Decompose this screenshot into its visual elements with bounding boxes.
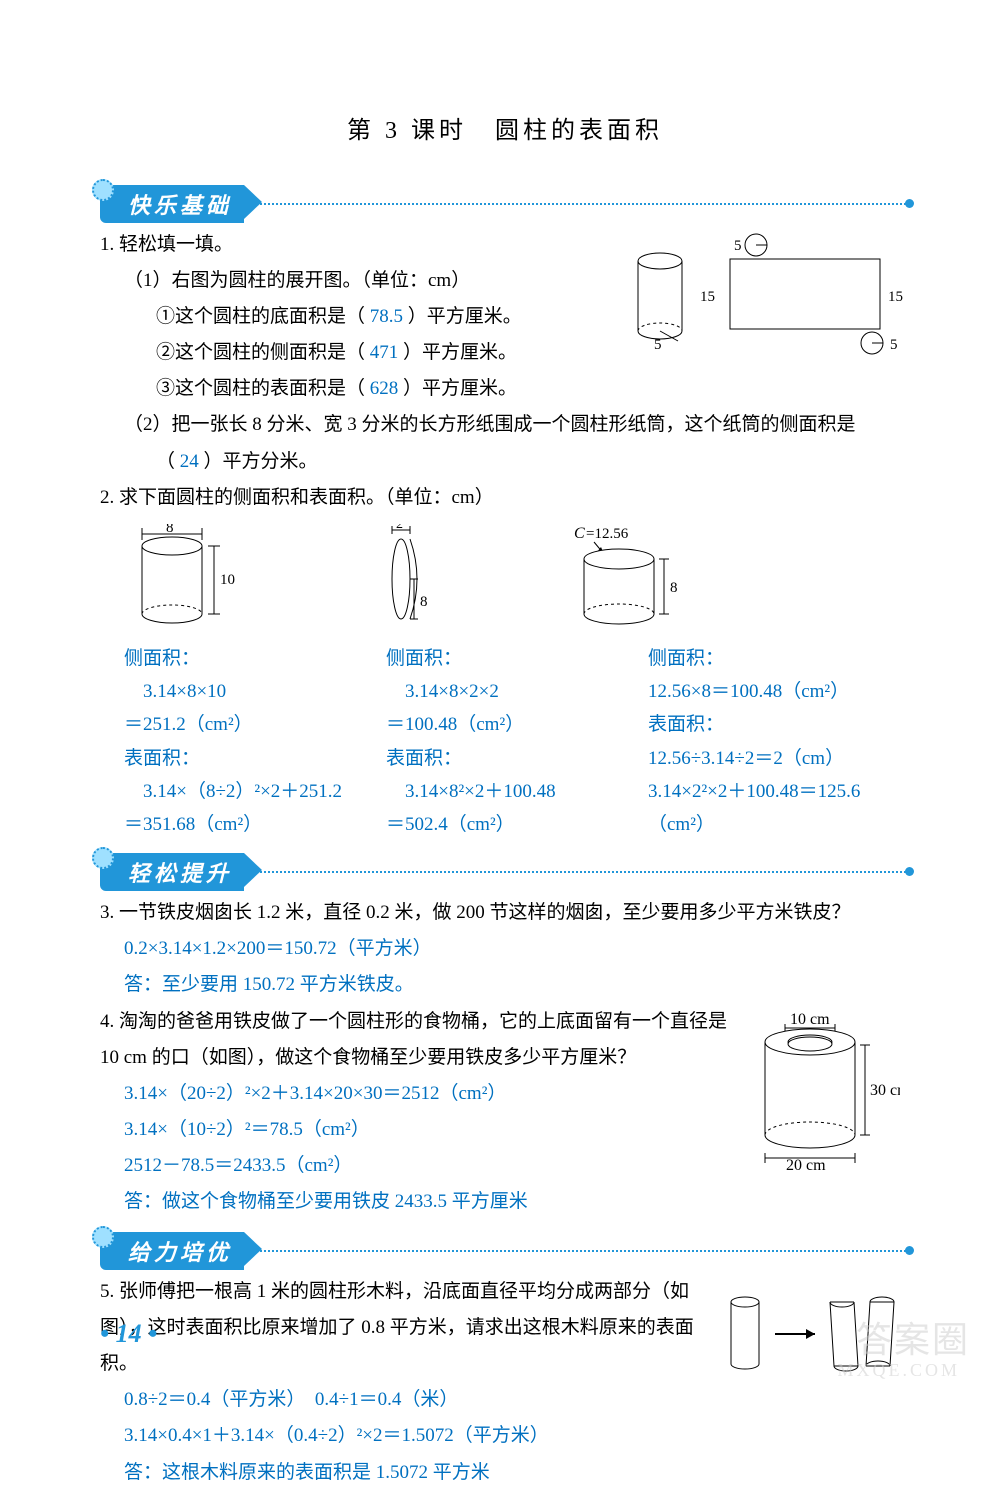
svg-text:=12.56: =12.56 — [586, 526, 629, 542]
svg-text:8: 8 — [420, 594, 428, 610]
q4-l3: 2512－78.5＝2433.5（cm²） — [100, 1148, 730, 1184]
q3-l2: 答：至少要用 150.72 平方米铁皮。 — [100, 967, 910, 1003]
section-bar-3: 给力培优 — [100, 1232, 910, 1266]
page-root: 第 3 课时 圆柱的表面积 快乐基础 1. 轻松填一填。 （1）右图为圆柱的展开… — [0, 0, 1000, 1393]
q1-a2: ②这个圆柱的侧面积是（ 471 ）平方厘米。 — [100, 335, 620, 371]
svg-text:10: 10 — [220, 572, 235, 588]
q1-a1: ①这个圆柱的底面积是（ 78.5 ）平方厘米。 — [100, 299, 620, 335]
page-number: • 14 • — [100, 1319, 157, 1349]
svg-text:30 cm: 30 cm — [870, 1082, 900, 1099]
svg-text:5: 5 — [890, 337, 898, 353]
q5-l2: 3.14×0.4×1＋3.14×（0.4÷2）²×2＝1.5072（平方米） — [100, 1418, 720, 1454]
q1-head: 1. 轻松填一填。 — [100, 227, 620, 263]
q5: 5. 张师傅把一根高 1 米的圆柱形木料，沿底面直径平均分成两部分（如图），这时… — [100, 1274, 910, 1491]
svg-text:2: 2 — [396, 524, 403, 532]
page-title: 第 3 课时 圆柱的表面积 — [100, 110, 910, 145]
bubble-icon — [92, 1226, 114, 1248]
svg-text:15: 15 — [700, 289, 715, 305]
q2-col3: 侧面积： 12.56×8＝100.48（cm²） 表面积： 12.56÷3.14… — [648, 642, 910, 842]
q1-a3: ③这个圆柱的表面积是（ 628 ）平方厘米。 — [100, 371, 620, 407]
svg-text:20 cm: 20 cm — [786, 1157, 826, 1170]
q1: 1. 轻松填一填。 （1）右图为圆柱的展开图。（单位：cm） ①这个圆柱的底面积… — [100, 227, 910, 480]
q2-figures: 8 10 2 8 — [124, 524, 910, 634]
dots-line — [260, 203, 910, 205]
svg-text:15: 15 — [888, 289, 903, 305]
q3-head: 3. 一节铁皮烟囱长 1.2 米，直径 0.2 米，做 200 节这样的烟囱，至… — [100, 895, 910, 931]
bubble-icon — [92, 179, 114, 201]
q5-l1: 0.8÷2＝0.4（平方米） 0.4÷1＝0.4（米） — [100, 1382, 720, 1418]
q2-fig2: 2 8 — [354, 524, 454, 634]
q4-l4: 答：做这个食物桶至少要用铁皮 2433.5 平方厘米 — [100, 1184, 730, 1220]
dots-line — [260, 1250, 910, 1252]
q2-col1: 侧面积： 3.14×8×10 ＝251.2（cm²） 表面积： 3.14×（8÷… — [124, 642, 386, 842]
q2-calc: 侧面积： 3.14×8×10 ＝251.2（cm²） 表面积： 3.14×（8÷… — [124, 642, 910, 842]
svg-text:8: 8 — [166, 524, 174, 536]
q4: 4. 淘淘的爸爸用铁皮做了一个圆柱形的食物桶，它的上底面留有一个直径是 10 c… — [100, 1004, 910, 1221]
svg-text:5: 5 — [654, 337, 662, 353]
q2-fig3: C =12.56 8 — [564, 524, 714, 634]
section-badge-1: 快乐基础 — [100, 185, 244, 223]
q1-p1: （1）右图为圆柱的展开图。（单位：cm） — [100, 263, 620, 299]
section-bar-2: 轻松提升 — [100, 853, 910, 887]
q2: 2. 求下面圆柱的侧面积和表面积。（单位：cm） 8 10 — [100, 480, 910, 842]
q3: 3. 一节铁皮烟囱长 1.2 米，直径 0.2 米，做 200 节这样的烟囱，至… — [100, 895, 910, 1003]
svg-text:C: C — [574, 525, 585, 542]
svg-text:8: 8 — [670, 580, 678, 596]
q2-fig1: 8 10 — [124, 524, 244, 634]
q1-p2a: （2）把一张长 8 分米、宽 3 分米的长方形纸围成一个圆柱形纸筒，这个纸筒的侧… — [100, 407, 910, 443]
svg-text:10 cm: 10 cm — [790, 1011, 830, 1028]
q2-col2: 侧面积： 3.14×8×2×2 ＝100.48（cm²） 表面积： 3.14×8… — [386, 642, 648, 842]
q5-l3: 答：这根木料原来的表面积是 1.5072 平方米 — [100, 1455, 720, 1491]
q5-head: 5. 张师傅把一根高 1 米的圆柱形木料，沿底面直径平均分成两部分（如图），这时… — [100, 1274, 720, 1382]
section-badge-3: 给力培优 — [100, 1232, 244, 1270]
q4-l2: 3.14×（10÷2）²＝78.5（cm²） — [100, 1112, 730, 1148]
section-badge-2: 轻松提升 — [100, 853, 244, 891]
q1-figure: 15 5 5 15 5 — [620, 227, 910, 407]
q4-head: 4. 淘淘的爸爸用铁皮做了一个圆柱形的食物桶，它的上底面留有一个直径是 10 c… — [100, 1004, 730, 1076]
q4-figure: 10 cm 30 cm — [730, 1004, 910, 1221]
svg-text:5: 5 — [734, 238, 742, 254]
q5-figure — [720, 1274, 910, 1491]
q3-l1: 0.2×3.14×1.2×200＝150.72（平方米） — [100, 931, 910, 967]
q2-head: 2. 求下面圆柱的侧面积和表面积。（单位：cm） — [100, 480, 910, 516]
section-bar-1: 快乐基础 — [100, 185, 910, 219]
q4-l1: 3.14×（20÷2）²×2＋3.14×20×30＝2512（cm²） — [100, 1076, 730, 1112]
q1-p2b: （ 24 ）平方分米。 — [100, 444, 910, 480]
dots-line — [260, 871, 910, 873]
